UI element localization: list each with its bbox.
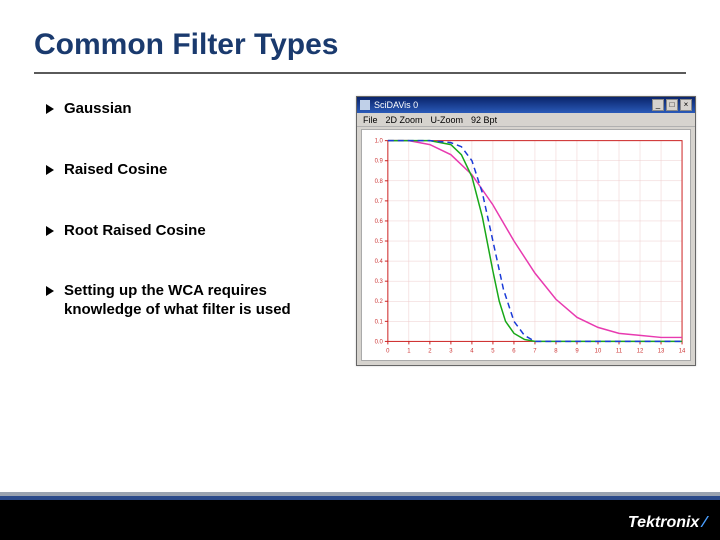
slide-footer: Tektronix ∕ <box>0 492 720 540</box>
logo-chevron-icon: ∕ <box>703 514 704 532</box>
bullet-text: Gaussian <box>64 100 132 119</box>
page-title: Common Filter Types <box>34 28 338 62</box>
svg-text:0.4: 0.4 <box>375 259 384 265</box>
list-item: Gaussian <box>46 100 346 119</box>
menu-item[interactable]: 2D Zoom <box>386 115 423 125</box>
window-menubar: File 2D Zoom U-Zoom 92 Bpt <box>357 113 695 127</box>
svg-text:12: 12 <box>637 348 644 354</box>
svg-text:1.0: 1.0 <box>375 139 384 145</box>
close-button[interactable]: × <box>680 99 692 111</box>
svg-text:0.2: 0.2 <box>375 299 384 305</box>
bullet-text: Setting up the WCA requires knowledge of… <box>64 282 346 320</box>
menu-item[interactable]: U-Zoom <box>431 115 464 125</box>
svg-text:0.0: 0.0 <box>375 339 384 345</box>
svg-text:0.7: 0.7 <box>375 199 384 205</box>
maximize-button[interactable]: □ <box>666 99 678 111</box>
bullet-marker-icon <box>46 286 54 296</box>
chart-area: 012345678910111213140.00.10.20.30.40.50.… <box>361 129 691 361</box>
minimize-button[interactable]: _ <box>652 99 664 111</box>
svg-text:0.3: 0.3 <box>375 279 384 285</box>
bullet-marker-icon <box>46 104 54 114</box>
menu-item[interactable]: File <box>363 115 378 125</box>
bullet-text: Root Raised Cosine <box>64 222 206 241</box>
svg-text:11: 11 <box>616 348 623 354</box>
window-titlebar[interactable]: SciDAVis 0 _ □ × <box>357 97 695 113</box>
bullet-marker-icon <box>46 165 54 175</box>
app-icon <box>360 100 370 110</box>
title-rule <box>34 72 686 74</box>
bullet-text: Raised Cosine <box>64 161 167 180</box>
svg-text:0.9: 0.9 <box>375 159 384 165</box>
plot-window: SciDAVis 0 _ □ × File 2D Zoom U-Zoom 92 … <box>356 96 696 366</box>
list-item: Setting up the WCA requires knowledge of… <box>46 282 346 320</box>
bullet-marker-icon <box>46 226 54 236</box>
svg-text:13: 13 <box>658 348 665 354</box>
svg-text:0.5: 0.5 <box>375 239 384 245</box>
footer-blackbar <box>0 500 720 540</box>
list-item: Raised Cosine <box>46 161 346 180</box>
svg-text:0.6: 0.6 <box>375 219 384 225</box>
svg-text:14: 14 <box>679 348 686 354</box>
list-item: Root Raised Cosine <box>46 222 346 241</box>
tektronix-logo: Tektronix ∕ <box>628 514 704 532</box>
svg-text:0.8: 0.8 <box>375 179 384 185</box>
window-title: SciDAVis 0 <box>374 100 652 110</box>
svg-text:10: 10 <box>595 348 602 354</box>
bullet-list: Gaussian Raised Cosine Root Raised Cosin… <box>46 100 346 362</box>
menu-item[interactable]: 92 Bpt <box>471 115 497 125</box>
logo-text: Tektronix <box>628 514 699 532</box>
filter-chart: 012345678910111213140.00.10.20.30.40.50.… <box>362 130 690 360</box>
svg-text:0.1: 0.1 <box>375 319 384 325</box>
